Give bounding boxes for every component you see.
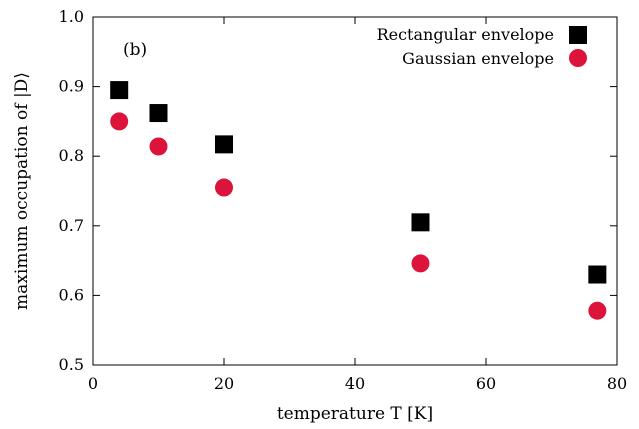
data-markers (110, 81, 607, 320)
x-tick-label: 80 (607, 374, 627, 393)
x-tick-label: 40 (345, 374, 365, 393)
data-point-square (110, 81, 129, 100)
x-tick-label: 0 (88, 374, 98, 393)
y-axis-title: maximum occupation of |D⟩ (12, 72, 32, 310)
axis-ticks (92, 16, 618, 366)
legend-label-rectangular: Rectangular envelope (377, 25, 554, 44)
y-tick-label: 1.0 (59, 7, 84, 26)
legend: Rectangular envelope Gaussian envelope (377, 25, 587, 68)
plot-frame (92, 16, 618, 366)
data-point-square (149, 104, 168, 123)
data-point-circle (411, 254, 430, 273)
data-point-square (588, 265, 607, 284)
data-point-square (411, 213, 430, 232)
data-point-circle (588, 301, 607, 320)
data-point-circle (149, 137, 168, 156)
tick-labels: 0 20 40 60 80 0.5 0.6 0.7 0.8 0.9 1.0 (59, 7, 628, 393)
x-tick-label: 60 (476, 374, 496, 393)
panel-label: (b) (123, 40, 147, 60)
y-tick-label: 0.7 (59, 216, 84, 235)
x-axis-title: temperature T [K] (277, 404, 433, 424)
y-tick-label: 0.8 (59, 146, 84, 165)
y-tick-label: 0.6 (59, 285, 84, 304)
legend-label-gaussian: Gaussian envelope (402, 49, 554, 68)
y-tick-label: 0.9 (59, 77, 84, 96)
data-point-square (215, 135, 233, 154)
legend-marker-square (569, 26, 587, 44)
y-tick-label: 0.5 (59, 355, 84, 374)
data-point-circle (110, 112, 129, 131)
legend-marker-circle (569, 49, 587, 67)
data-point-circle (215, 178, 233, 197)
x-tick-label: 20 (214, 374, 234, 393)
